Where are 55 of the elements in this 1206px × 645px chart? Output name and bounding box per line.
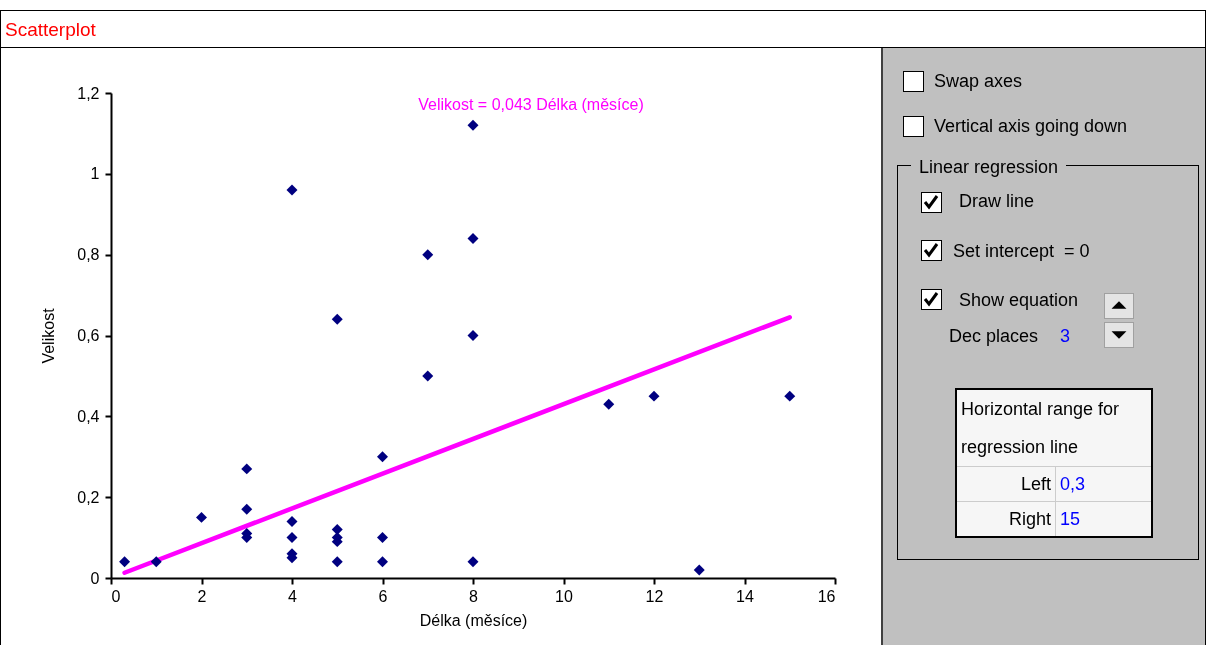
- text: 15: [1055, 501, 1152, 537]
- text: 0,3: [1055, 466, 1152, 502]
- x-tick-label: 14: [736, 587, 754, 605]
- text: 3: [1060, 326, 1071, 347]
- annotation: Velikost = 0,043 Délka (měsíce): [418, 96, 644, 113]
- y-tick-label: 0,6: [77, 327, 100, 344]
- text: Swap axes: [934, 71, 1023, 92]
- point: [286, 515, 298, 527]
- point: [241, 463, 253, 475]
- x-tick-label: 0: [111, 587, 121, 605]
- point: [286, 532, 298, 544]
- point: [286, 184, 298, 196]
- chart-title: Scatterplot: [5, 19, 96, 41]
- y-tick-label: 1: [90, 165, 100, 183]
- point: [422, 370, 434, 382]
- x-tick-label: 16: [817, 587, 836, 605]
- point: [422, 249, 434, 261]
- y-tick-label: 0,8: [77, 246, 100, 264]
- y-tick-label: 0,2: [77, 488, 100, 506]
- y-tick-label: 0,4: [77, 407, 100, 425]
- point: [331, 313, 343, 325]
- text: Linear regression: [911, 157, 1067, 178]
- text: Vertical axis going down: [934, 116, 1128, 137]
- x-axis-title: Délka (měsíce): [419, 611, 528, 629]
- x-tick-label: 2: [197, 587, 207, 605]
- x-tick-label: 10: [555, 587, 573, 605]
- y-axis-title: Velikost: [40, 307, 58, 364]
- point: [603, 398, 615, 410]
- point: [241, 503, 253, 515]
- point: [331, 556, 343, 568]
- text: Dec places: [949, 326, 1039, 347]
- text: Left: [956, 466, 1056, 502]
- x-tick-label: 12: [645, 587, 664, 605]
- point: [784, 390, 796, 402]
- y-tick-label: 1,2: [77, 84, 100, 102]
- point: [150, 556, 162, 568]
- x-tick-label: 8: [469, 587, 479, 605]
- text: Set intercept = 0: [953, 241, 1090, 262]
- point: [693, 564, 705, 576]
- point: [648, 390, 660, 402]
- point: [119, 556, 131, 568]
- text: Show equation: [959, 290, 1079, 311]
- point: [196, 511, 207, 523]
- y-tick-label: 0: [90, 569, 100, 587]
- point: [467, 119, 479, 131]
- point: [377, 556, 388, 568]
- x-tick-label: 4: [288, 587, 298, 605]
- x-tick-label: 6: [378, 587, 388, 605]
- text: Right: [956, 501, 1056, 537]
- text: Horizontal range for regression line: [956, 389, 1152, 467]
- text: Draw line: [959, 191, 1035, 212]
- point: [467, 556, 479, 568]
- point: [331, 524, 343, 535]
- point: [377, 451, 388, 463]
- point: [377, 532, 388, 544]
